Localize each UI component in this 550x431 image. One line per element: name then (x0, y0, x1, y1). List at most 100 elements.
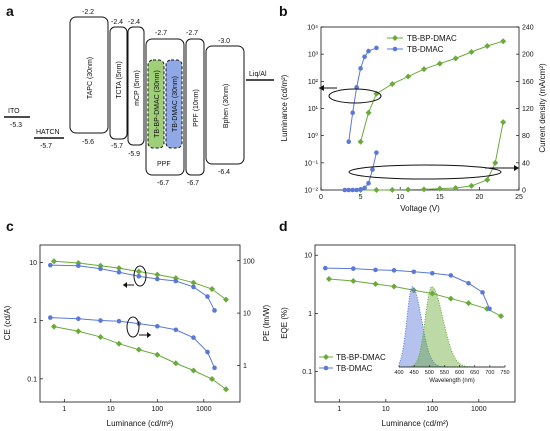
y-tick-label-b: 10⁻² (304, 188, 318, 195)
y2-tick-label-c: 10 (243, 311, 251, 318)
data-point-c (209, 286, 216, 293)
data-point-d (391, 283, 398, 290)
data-point-c (116, 265, 123, 272)
data-point-b (420, 66, 427, 73)
inset-x-tick-label: 750 (500, 370, 509, 376)
legend-marker-d (323, 365, 329, 371)
data-point-b (374, 150, 379, 155)
hatcn-bottom-value: -5.7 (40, 143, 52, 150)
y2-tick-label-b: 0 (522, 188, 526, 195)
y-axis-title-d: EQE (%) (280, 307, 289, 339)
eqe-chart-svg: d Luminance (cd/m²) EQE (%) 1 10 100 1000 0.… (279, 218, 516, 428)
data-point-c (116, 318, 122, 324)
data-point-d (429, 290, 436, 297)
y2-tick-label-b: 160 (522, 79, 534, 86)
data-point-b (468, 182, 475, 189)
tb-dmac-emitter-box (165, 59, 183, 149)
x-axis-title-d: Luminance (cd/m²) (382, 419, 449, 428)
tapc-label: TAPC (30nm) (87, 57, 94, 99)
data-point-d (498, 313, 505, 320)
series-line-c (53, 260, 227, 301)
data-point-c (50, 258, 57, 265)
ppf-bottom-value: -6.7 (187, 180, 199, 187)
ticks-b: 0 5 10 15 20 25 10⁻² 10⁻¹ 10⁰ 10¹ 10² 10³ 10⁴ 0 40 80 12… (304, 25, 534, 202)
y2-tick-label-c: 1 (243, 363, 247, 370)
panel-b-jvl-chart: b Voltage (V) Luminance (cd/m²) Current … (275, 0, 550, 215)
data-point-d (373, 267, 378, 273)
y-tick-label-c: 0.1 (27, 376, 37, 383)
bphen-label: Bphen (30nm) (223, 84, 230, 128)
data-point-c (223, 296, 230, 303)
data-point-c (50, 323, 57, 330)
data-point-b (370, 167, 375, 172)
series-line-b (360, 121, 504, 191)
y-axis-title-b: Luminance (cd/m²) (280, 74, 289, 141)
y2-axis-title-c: PE (lm/W) (262, 304, 271, 341)
tb-bp-dmac-label: TB-BP-DMAC (30nm) (154, 70, 161, 138)
y2-tick-label-b: 200 (522, 52, 534, 59)
x-tick-label-b: 10 (396, 194, 404, 201)
series-line-b (360, 40, 504, 142)
inset-x-tick-label: 550 (440, 370, 449, 376)
data-point-b (452, 55, 459, 62)
x-tick-label-b: 15 (436, 194, 444, 201)
ito-bottom-value: -5.3 (10, 122, 22, 129)
ppf-box (185, 38, 205, 176)
series-line-d (325, 267, 490, 310)
inset-x-tick-label: 700 (485, 370, 494, 376)
data-point-c (205, 349, 210, 355)
legend-marker-b (392, 46, 398, 52)
inset-x-tick-label: 450 (410, 370, 419, 376)
data-point-b (405, 73, 412, 80)
data-point-d (372, 281, 379, 288)
data-point-b (358, 66, 363, 71)
data-point-c (98, 318, 103, 323)
energy-diagram-svg: a ITO -5.3 HATCN -5.7 -2.2 -5.6 TAPC (30… (4, 3, 274, 187)
data-point-b (342, 187, 348, 193)
ellipse-annotation-ce (133, 265, 147, 287)
tcta-top-value: -2.4 (111, 19, 123, 26)
data-point-c (209, 376, 216, 383)
inset-spectrum: 400 450 500 550 600 650 700 750 Wavelength (nm) (394, 285, 510, 384)
panel-c-efficiency-chart: c Luminance (cd/m²) CE (cd/A) PE (lm/W) … (0, 215, 275, 431)
tb-dmac-label: TB-DMAC (30nm) (172, 76, 179, 132)
data-point-d (410, 287, 417, 294)
data-point-c (212, 308, 217, 313)
y-tick-label-b: 10⁰ (307, 132, 318, 140)
y-tick-label-d: 10 (304, 253, 312, 260)
x-tick-label-d: 10 (382, 406, 390, 413)
data-point-c (155, 323, 160, 329)
data-point-c (190, 367, 197, 374)
panel-a-energy-diagram: a ITO -5.3 HATCN -5.7 -2.2 -5.6 TAPC (30… (0, 0, 275, 215)
y2-tick-label-b: 40 (522, 160, 530, 167)
arrow-left-head (319, 85, 324, 91)
x-tick-label-b: 25 (515, 194, 523, 201)
ellipse-annotation-right (348, 164, 502, 180)
data-point-b (366, 180, 371, 186)
inset-x-axis-title: Wavelength (nm) (429, 378, 474, 384)
panel-label-c: c (6, 218, 14, 234)
series-line-c (50, 317, 215, 369)
panel-label-b: b (279, 3, 288, 19)
bphen-bottom-value: -6.4 (218, 169, 230, 176)
mcp-label: mCP (5nm) (134, 70, 141, 106)
data-point-b (389, 80, 396, 87)
data-point-c (223, 386, 230, 393)
spectrum-area (399, 286, 505, 367)
plot-frame-c (39, 244, 241, 403)
ppf-host-label: PPF (157, 161, 171, 168)
data-point-d (350, 278, 357, 285)
data-point-b (484, 176, 491, 183)
mcp-bottom-value: -5.9 (128, 151, 140, 158)
data-point-b (358, 187, 363, 192)
data-point-c (48, 262, 53, 268)
tapc-top-value: -2.2 (82, 9, 94, 16)
data-point-d (430, 270, 435, 276)
data-point-c (154, 271, 161, 278)
y2-tick-label-b: 120 (522, 106, 534, 113)
y-tick-label-d: 0.1 (302, 369, 312, 376)
series-c (48, 258, 230, 393)
series-d (323, 265, 505, 320)
y-axis-title-c: CE (cd/A) (3, 305, 12, 340)
mcp-box (127, 26, 145, 146)
